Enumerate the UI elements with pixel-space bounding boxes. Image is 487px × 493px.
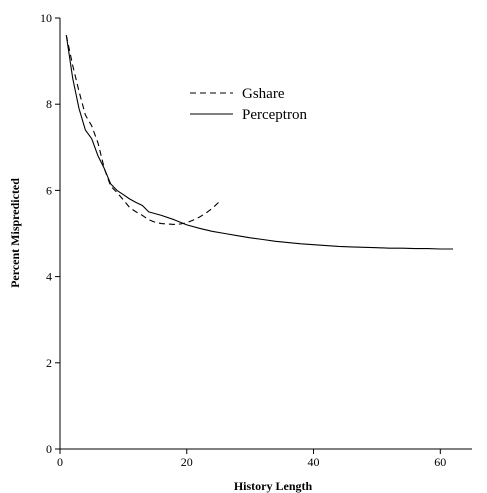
legend: Gshare Perceptron — [190, 86, 307, 123]
axes — [59, 18, 472, 450]
y-tick-label: 8 — [46, 97, 52, 111]
series-lines — [65, 35, 453, 250]
axis-ticks: 0 20 40 60 0 2 4 6 8 10 — [40, 11, 446, 469]
y-tick-label: 0 — [46, 442, 52, 456]
series-line-gshare — [65, 35, 219, 225]
y-tick-label: 4 — [46, 270, 52, 284]
legend-label-gshare: Gshare — [242, 86, 285, 102]
y-tick-label: 10 — [40, 11, 52, 25]
x-tick-label: 20 — [181, 455, 193, 469]
y-tick-label: 2 — [46, 356, 52, 370]
y-tick-label: 6 — [46, 183, 52, 197]
x-tick-label: 40 — [308, 455, 320, 469]
y-axis-title: Percent Mispredicted — [8, 178, 22, 288]
series-line-perceptron — [65, 35, 453, 250]
x-axis-title: History Length — [234, 479, 313, 493]
legend-label-perceptron: Perceptron — [242, 107, 307, 123]
x-tick-label: 0 — [57, 455, 63, 469]
x-tick-label: 60 — [434, 455, 446, 469]
